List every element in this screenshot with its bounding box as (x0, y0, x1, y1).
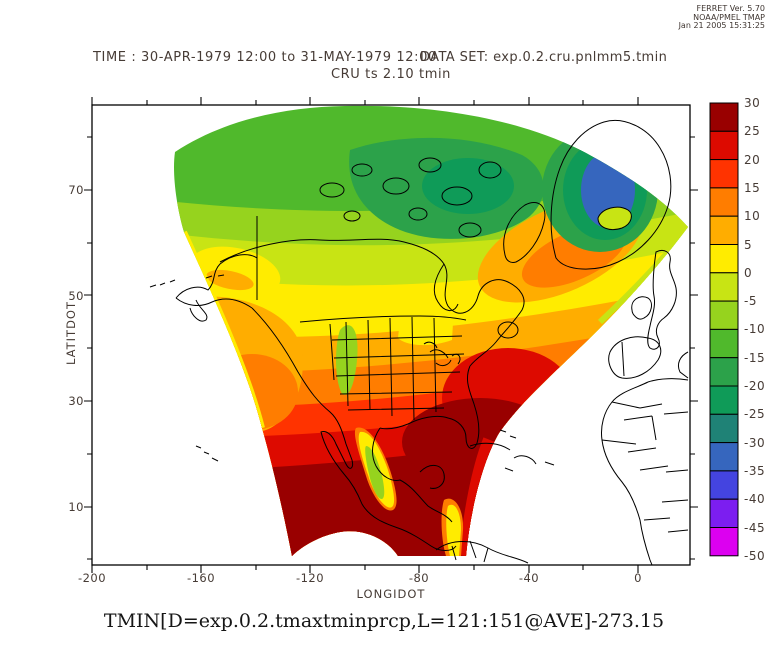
colorbar-tick-label: 5 (744, 237, 753, 252)
coastlines (149, 120, 689, 566)
colorbar-tick-label: 0 (744, 265, 753, 280)
colorbar-tick-label: -50 (744, 548, 766, 563)
colorbar-tick-label: -25 (744, 407, 766, 422)
colorbar-tick-label: 20 (744, 152, 761, 167)
colorbar-tick-label: 30 (744, 96, 761, 110)
axis-ticks (84, 97, 698, 573)
colorbar-cell (709, 385, 739, 415)
x-tick-label: -120 (295, 571, 325, 585)
y-axis-title: LATITDOT (64, 300, 78, 366)
y-tick-label: 50 (68, 289, 84, 303)
x-tick-label: -40 (518, 571, 540, 585)
colorbar-tick-label: -20 (744, 379, 766, 393)
expression-caption: TMIN[D=exp.0.2.tmaxtminprcp,L=121:151@AV… (103, 610, 665, 632)
colorbar-tick-label: -30 (744, 435, 766, 450)
colorbar-tick-label: -45 (744, 520, 766, 535)
plot-subtitle: CRU ts 2.10 tmin (330, 67, 452, 82)
ferret-version: FERRET Ver. 5.70 (696, 4, 765, 13)
x-tick-label: 0 (634, 571, 642, 585)
colorbar-cell (709, 215, 739, 245)
colorbar-tick-label: -10 (744, 322, 766, 337)
colorbar-tick-label: -40 (744, 492, 766, 507)
colorbar-tick-label: 10 (744, 209, 761, 224)
colorbar-cell (709, 244, 739, 274)
ferret-credits: FERRET Ver. 5.70 NOAA/PMEL TMAP Jan 21 2… (678, 4, 765, 31)
colorbar-cell (709, 130, 739, 161)
colorbar-tick-label: -15 (744, 350, 766, 365)
colorbar-cell (709, 102, 739, 132)
colorbar-cell (709, 442, 739, 472)
colorbar (709, 102, 739, 557)
colorbar-cell (709, 272, 739, 302)
colorbar-cell (709, 328, 739, 359)
x-tick-label: -200 (77, 571, 107, 585)
colorbar-cell (709, 470, 739, 500)
colorbar-tick-label: 25 (744, 124, 761, 138)
colorbar-cell (709, 187, 739, 217)
x-tick-label: -80 (408, 571, 430, 585)
colorbar-cell (709, 413, 739, 444)
time-range-title: TIME : 30-APR-1979 12:00 to 31-MAY-1979 … (93, 50, 437, 65)
x-axis-title: LONGIDOT (356, 587, 426, 601)
ferret-timestamp: Jan 21 2005 15:31:25 (678, 21, 765, 30)
colorbar-tick-label: -5 (744, 294, 757, 309)
colorbar-cell (709, 300, 739, 330)
x-tick-label: -160 (186, 571, 216, 585)
colorbar-tick-label: 15 (744, 180, 761, 195)
colorbar-cell (709, 357, 739, 387)
dataset-title: DATA SET: exp.0.2.cru.pnlmm5.tmin (420, 50, 668, 65)
plot-frame (91, 104, 691, 566)
colorbar-cell (709, 498, 739, 529)
ferret-org: NOAA/PMEL TMAP (693, 12, 765, 22)
y-tick-label: 70 (68, 183, 84, 197)
colorbar-tick-label: -35 (744, 463, 766, 478)
colorbar-cell (709, 527, 739, 557)
y-tick-label: 10 (68, 500, 84, 514)
colorbar-cell (709, 159, 739, 189)
y-tick-label: 30 (68, 394, 84, 408)
temperature-field (174, 105, 688, 556)
